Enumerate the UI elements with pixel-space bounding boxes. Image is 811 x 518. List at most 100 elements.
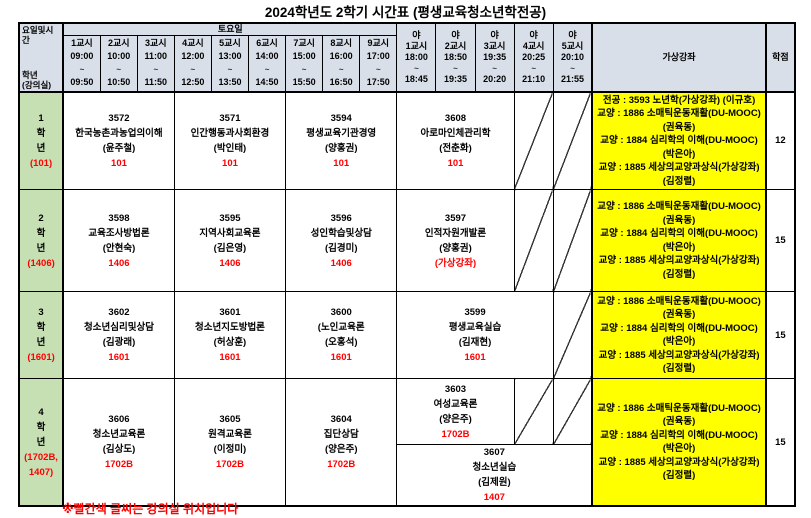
period-header-7: 7교시 15:00 ~15:50 [285,35,324,93]
course-prof: (김상도) [102,444,136,455]
period-header-8: 8교시 16:00 ~16:50 [322,35,361,93]
night-period-header-2: 야 2교시 18:50 ~ 19:35 [435,22,476,93]
course-code: 3571 [219,112,241,124]
period-header-5: 5교시 13:00 ~13:50 [210,35,250,93]
grade-room: 1407) [28,466,54,478]
virtual-course-entry: 교양 : 1885 세상의교양과상식(가상강좌)(김정렬) [598,255,760,280]
course-room: 1601 [464,352,486,363]
credits-cell: 15 [765,291,796,379]
course-room: 1601 [330,352,352,363]
course-cell: 3601 청소년지도방법론 (허상훈) 1601 [173,291,287,379]
course-name: 지역사회교육론 [199,227,261,239]
timetable-row-grade4: 4 학 년 (1702B, 1407) 3606 청소년교육론 (김상도) 17… [18,378,796,507]
virtual-course-entry: 교양 : 1886 소매틱운동재활(DU-MOOC) (권육동) [597,201,761,226]
virtual-course-entry: 교양 : 1886 소매틱운동재활(DU-MOOC) (권육동) [597,295,761,321]
course-prof: (김은영) [213,242,247,254]
virtual-course-entry: 교양 : 1884 심리학의 이해(DU-MOOC) (박은아) [600,429,758,455]
course-prof: (김제원) [478,477,511,488]
grade-cell: 4 학 년 (1702B, 1407) [18,378,65,507]
course-cell: 3596 성인학습및상담 (김경미) 1406 [285,189,398,292]
period-header-1: 1교시 09:00 ~09:50 [62,35,101,93]
night-prefix: 야 [490,29,499,40]
course-prof: (안현숙) [102,242,136,254]
night-prefix: 야 [451,29,460,40]
period-header-9: 9교시 17:00 ~17:50 [359,35,398,93]
virtual-course-entry: 교양 : 1884 심리학의 이해(DU-MOOC) (박은아) [600,228,758,253]
diagonal-empty-cell [513,91,554,190]
night-prefix: 야 [529,29,538,40]
timetable-row-grade4b: 3607 청소년실습 (김제원) 1407 [19,444,795,507]
credits-cell: 15 [765,378,796,507]
timetable-row-grade1: 1 학 년 (101) 3572 한국농촌과농업의이해 (윤주철) 101 35… [18,91,796,190]
timetable-row-grade3: 3 학 년 (1601) 3602 청소년심리및상담 (김광래) 1601 36… [18,291,796,379]
course-name: 집단상담 [323,429,359,440]
course-prof: (허상훈) [213,337,247,348]
grade-room: (1601) [27,352,55,363]
course-cell: 3602 청소년심리및상담 (김광래) 1601 [62,291,175,379]
period-header-4: 4교시 12:00 ~12:50 [173,35,212,93]
course-room: 1702B [104,459,133,470]
virtual-course-entry: 교양 : 1885 세상의교양과상식(가상강좌)(김정렬) [598,162,760,187]
diagonal-empty-cell [513,378,554,445]
course-code: 3607 [483,447,505,458]
course-cell: 3595 지역사회교육론 (김은영) 1406 [173,189,287,292]
course-code: 3604 [330,414,352,425]
course-room: 1702B [441,428,470,440]
course-room: 101 [111,157,127,169]
grade-room: (101) [29,157,53,169]
timetable-row-grade2: 2 학 년 (1406) 3598 교육조사방법론 (안현숙) 1406 359… [18,189,796,292]
course-name: (노인교육론 [317,322,365,333]
course-prof: (전춘화) [439,142,472,154]
diagonal-empty-cell [552,378,593,445]
night-period-header-1: 야 1교시 18:00 ~ 18:45 [396,22,437,93]
virtual-course-entry: 교양 : 1886 소매틱운동재활(DU-MOOC) (권육동) [597,402,761,428]
saturday-header: 토요일 [62,22,398,36]
corner-days-label: 요일및시간 [22,25,54,45]
virtual-courses-header: 가상강좌 [591,22,767,93]
diagonal-empty-cell [552,291,593,379]
corner-grade-label: 학년 (강의실) [22,69,52,90]
course-cell-night: 3607 청소년실습 (김제원) 1407 [396,444,593,507]
course-code: 3601 [219,307,241,318]
course-code: 3605 [219,414,241,425]
course-code: 3603 [444,383,467,395]
course-code: 3596 [330,212,352,224]
credits-cell: 15 [765,189,796,292]
course-name: 인적자원개발론 [424,227,487,239]
course-code: 3597 [444,212,467,224]
course-cell: 3606 청소년교육론 (김상도) 1702B [62,378,175,507]
diagonal-empty-cell [552,189,593,292]
grade-cell: 3 학 년 (1601) [18,291,65,379]
course-cell: 3598 교육조사방법론 (안현숙) 1406 [62,189,175,292]
course-code: 3608 [444,112,467,124]
corner-cell: 요일및시간 학년 (강의실) [18,22,65,93]
timetable-title: 2024학년도 2학기 시간표 (평생교육청소년학전공) [264,5,547,20]
course-name: 인간행동과사회환경 [190,127,270,139]
night-period-header-4: 야 4교시 20:25 ~ 21:10 [513,22,554,93]
night-period-header-3: 야 3교시 19:35 ~ 20:20 [474,22,515,93]
course-code: 3572 [108,112,130,124]
course-prof: (오홍석) [324,337,358,348]
course-code: 3606 [108,414,130,425]
course-name: 청소년심리및상담 [84,322,154,333]
course-prof: (양은주) [324,444,358,455]
course-code: 3599 [464,307,486,318]
period-header-2: 2교시 10:00 ~10:50 [99,35,138,93]
virtual-course-entry: 교양 : 1885 세상의교양과상식(가상강좌)(김정렬) [598,456,760,482]
course-prof: (양은주) [439,413,472,425]
course-room: 1601 [108,352,130,363]
course-cell: 3572 한국농촌과농업의이해 (윤주철) 101 [62,91,175,190]
course-name: 평생교육실습 [448,322,502,333]
night-prefix: 야 [412,29,421,40]
course-prof: (김재현) [458,337,492,348]
grade-cell: 2 학 년 (1406) [18,189,65,292]
course-room: 1407 [483,492,505,503]
course-room: 1406 [330,257,352,269]
virtual-course-entry: 교양 : 1886 소매틱운동재활(DU-MOOC) (권육동) [597,108,761,133]
course-name: 청소년교육론 [92,429,146,440]
course-cell-night: 3599 평생교육실습 (김재현) 1601 [396,291,554,379]
course-name: 청소년지도방법론 [195,322,265,333]
course-name: 원격교육론 [208,429,252,440]
virtual-course-entry: 교양 : 1885 세상의교양과상식(가상강좌)(김정렬) [598,349,760,375]
